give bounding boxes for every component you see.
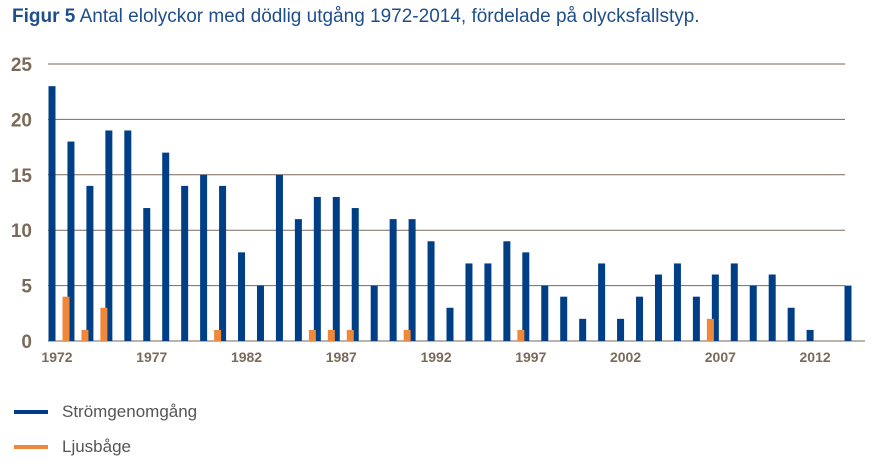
bar-ljusbage [62, 296, 70, 341]
legend-label: Strömgenomgång [62, 402, 198, 421]
y-tick-label: 0 [21, 332, 32, 353]
bar-stromgenomgang [143, 208, 151, 341]
title-text: Antal elolyckor med dödlig utgång 1972-2… [79, 6, 700, 27]
bar-stromgenomgang [370, 285, 378, 341]
bar-stromgenomgang [711, 274, 719, 341]
bar-stromgenomgang [787, 307, 795, 341]
legend-item-ljusbage: Ljusbåge [14, 437, 131, 457]
x-tick-label: 1987 [326, 349, 357, 365]
bar-stromgenomgang [162, 152, 170, 341]
bar-stromgenomgang [806, 329, 814, 341]
bar-stromgenomgang [256, 285, 264, 341]
bar-stromgenomgang [560, 296, 568, 341]
bar-stromgenomgang [427, 241, 435, 341]
bar-ljusbage [346, 329, 354, 341]
legend-label: Ljusbåge [62, 437, 132, 456]
bar-stromgenomgang [332, 196, 340, 341]
bar-stromgenomgang [86, 185, 94, 341]
figure-number: Figur 5 [12, 6, 76, 27]
bar-stromgenomgang [484, 263, 492, 341]
bar-ljusbage [327, 329, 335, 341]
bar-stromgenomgang [730, 263, 738, 341]
bar-stromgenomgang [105, 130, 113, 341]
bar-stromgenomgang [389, 219, 397, 341]
bar-stromgenomgang [219, 185, 227, 341]
bar-stromgenomgang [636, 296, 644, 341]
bar-ljusbage [214, 329, 222, 341]
x-tick-label: 2007 [705, 349, 736, 365]
bar-ljusbage [706, 318, 714, 341]
bar-ljusbage [403, 329, 411, 341]
bar-ljusbage [517, 329, 525, 341]
bar-stromgenomgang [522, 252, 530, 341]
bar-stromgenomgang [124, 130, 132, 341]
bar-stromgenomgang [749, 285, 757, 341]
x-tick-label: 2012 [800, 349, 831, 365]
bar-chart: 0 5 10 15 20 25 1972 1977 1982 1987 1992 1997 2002 20… [11, 55, 865, 365]
x-tick-label: 1977 [136, 349, 167, 365]
chart-title: Figur 5 Antal elolyckor med dödlig utgån… [12, 6, 700, 28]
bar-stromgenomgang [446, 307, 454, 341]
y-tick-label: 20 [11, 110, 32, 131]
bar-stromgenomgang [238, 252, 246, 341]
x-tick-label: 2002 [610, 349, 641, 365]
bar-stromgenomgang [181, 185, 189, 341]
bar-stromgenomgang [768, 274, 776, 341]
bar-stromgenomgang [200, 174, 208, 341]
bar-stromgenomgang [351, 208, 359, 341]
bar-stromgenomgang [692, 296, 700, 341]
bar-stromgenomgang [541, 285, 549, 341]
legend-swatch-orange [14, 445, 48, 449]
legend-item-stromgenomgang: Strömgenomgång [14, 402, 197, 422]
bar-stromgenomgang [673, 263, 681, 341]
bar-stromgenomgang [313, 196, 321, 341]
x-tick-label: 1982 [231, 349, 262, 365]
bar-stromgenomgang [579, 318, 587, 341]
x-tick-label: 1997 [515, 349, 546, 365]
bar-stromgenomgang [48, 86, 56, 341]
bar-stromgenomgang [294, 219, 302, 341]
bar-ljusbage [100, 307, 108, 341]
x-tick-label: 1972 [41, 349, 72, 365]
bar-stromgenomgang [408, 219, 416, 341]
bar-stromgenomgang [275, 174, 283, 341]
bar-stromgenomgang [67, 141, 75, 341]
y-tick-label: 15 [11, 166, 33, 187]
bar-stromgenomgang [654, 274, 662, 341]
bar-stromgenomgang [465, 263, 473, 341]
legend-swatch-blue [14, 410, 48, 414]
y-tick-label: 25 [11, 55, 33, 76]
y-tick-label: 10 [11, 221, 32, 242]
bar-stromgenomgang [617, 318, 625, 341]
x-tick-label: 1992 [420, 349, 451, 365]
y-tick-label: 5 [21, 277, 32, 298]
bar-ljusbage [308, 329, 316, 341]
bar-stromgenomgang [503, 241, 511, 341]
bar-ljusbage [81, 329, 89, 341]
bar-stromgenomgang [844, 285, 852, 341]
bar-stromgenomgang [598, 263, 606, 341]
